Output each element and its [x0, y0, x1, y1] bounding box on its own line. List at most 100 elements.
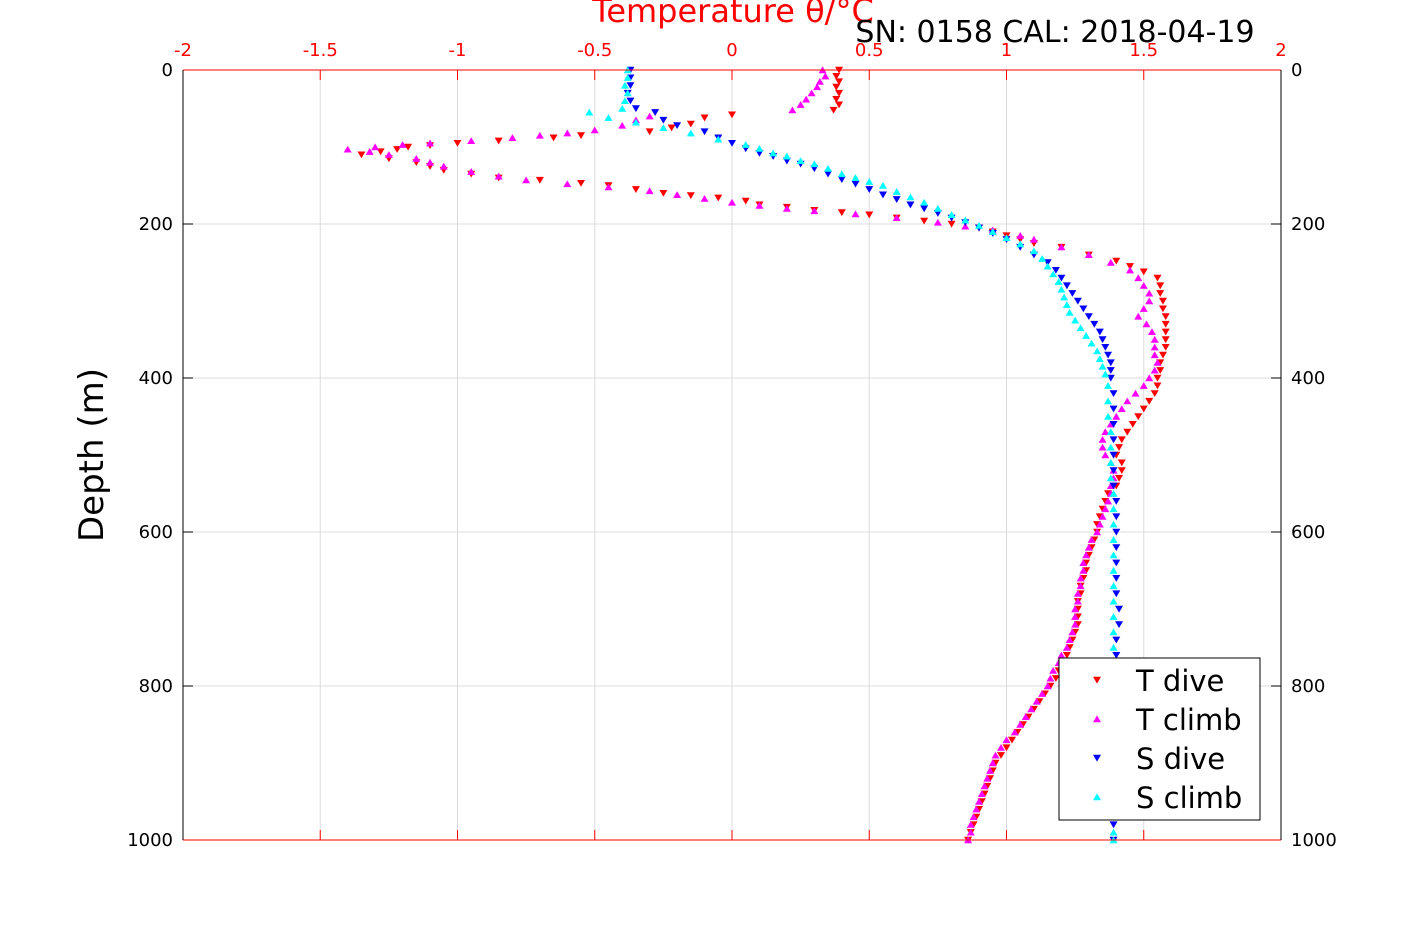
data-point: [398, 141, 407, 148]
data-point: [467, 168, 476, 175]
data-point: [906, 201, 915, 209]
data-point: [1084, 313, 1093, 320]
data-point: [508, 134, 517, 141]
data-point: [1145, 397, 1154, 405]
data-point: [494, 172, 503, 180]
data-point: [728, 139, 736, 147]
data-point: [1115, 474, 1124, 482]
data-point: [1117, 459, 1126, 467]
data-point: [1065, 308, 1074, 316]
y-tick-label-right: 800: [1291, 676, 1325, 697]
data-point: [645, 128, 654, 136]
data-point: [1062, 652, 1071, 659]
chart-title: SN: 0158 CAL: 2018-04-19: [855, 15, 1254, 50]
data-point: [832, 96, 841, 103]
data-point: [1104, 497, 1113, 505]
data-point: [626, 82, 635, 89]
data-point: [626, 97, 635, 105]
data-point: [1126, 263, 1135, 270]
data-point: [980, 782, 989, 790]
data-point: [1117, 467, 1126, 474]
data-point: [1153, 359, 1162, 366]
data-point: [1082, 551, 1091, 559]
data-point: [892, 188, 901, 195]
data-point: [1062, 282, 1071, 290]
data-point: [371, 143, 380, 151]
data-point: [1062, 301, 1071, 309]
data-point: [618, 121, 627, 129]
data-point: [1109, 467, 1118, 474]
data-point: [1109, 582, 1118, 590]
data-point: [835, 89, 844, 97]
data-point: [1109, 613, 1118, 620]
data-point: [1098, 362, 1107, 370]
data-point: [824, 164, 833, 172]
data-point: [1112, 412, 1121, 420]
data-point: [1109, 505, 1118, 513]
data-point: [933, 218, 942, 226]
data-point: [1112, 528, 1121, 536]
data-point: [829, 106, 838, 114]
data-point: [618, 104, 627, 112]
data-point: [1158, 297, 1167, 305]
data-point: [920, 217, 929, 225]
data-point: [1158, 305, 1167, 313]
data-point: [1109, 436, 1118, 444]
data-point: [1002, 234, 1011, 242]
data-point: [1104, 397, 1113, 405]
data-point: [1134, 413, 1143, 421]
data-point: [1109, 821, 1118, 829]
data-point: [1016, 231, 1025, 239]
data-point: [1071, 316, 1080, 324]
data-point: [1073, 297, 1082, 305]
data-point: [1095, 355, 1104, 362]
data-point: [1029, 247, 1038, 255]
data-point: [728, 111, 736, 119]
data-point: [1150, 335, 1159, 343]
legend-label: S dive: [1136, 742, 1225, 776]
data-point: [947, 220, 956, 228]
data-point: [1109, 597, 1118, 605]
data-point: [673, 191, 682, 198]
data-point: [1098, 436, 1107, 443]
data-point: [1016, 720, 1025, 728]
y-tick-label-right: 200: [1291, 214, 1325, 235]
data-point: [1093, 347, 1102, 355]
data-point: [1112, 544, 1121, 551]
data-point: [1139, 305, 1148, 312]
data-point: [991, 751, 1000, 759]
data-point: [1117, 405, 1126, 412]
data-point: [686, 192, 695, 200]
data-point: [590, 126, 599, 134]
data-point: [1101, 344, 1110, 351]
data-point: [1071, 613, 1080, 620]
data-point: [813, 83, 822, 91]
data-point: [686, 120, 695, 128]
legend: T dive T climb S dive S climb: [1058, 657, 1261, 821]
data-point: [1016, 240, 1025, 248]
data-point: [1057, 285, 1066, 293]
data-point: [412, 154, 421, 162]
data-point: [977, 790, 986, 797]
data-point: [865, 211, 874, 219]
data-point: [1057, 651, 1066, 659]
data-point: [782, 205, 791, 212]
data-point: [1038, 255, 1047, 262]
data-point: [700, 114, 709, 122]
data-point: [837, 209, 846, 217]
y-tick-label-left: 800: [139, 676, 173, 697]
data-point: [439, 162, 448, 170]
data-point: [1153, 274, 1162, 282]
data-point: [631, 105, 640, 113]
data-point: [810, 160, 819, 168]
data-point: [1054, 278, 1063, 285]
data-point: [667, 124, 676, 132]
data-point: [585, 108, 594, 116]
data-point: [631, 118, 640, 126]
data-point: [947, 211, 956, 218]
data-point: [1046, 674, 1055, 682]
data-point: [1139, 268, 1148, 276]
data-point: [1060, 293, 1069, 301]
data-point: [1109, 489, 1118, 497]
data-point: [1109, 390, 1118, 397]
